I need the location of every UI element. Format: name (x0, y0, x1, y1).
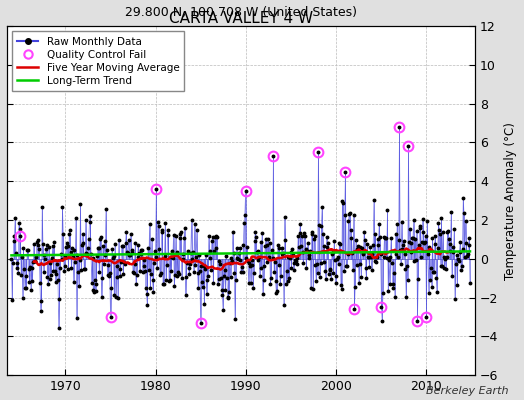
Title: CARTA VALLEY 4 W: CARTA VALLEY 4 W (169, 11, 313, 26)
Legend: Raw Monthly Data, Quality Control Fail, Five Year Moving Average, Long-Term Tren: Raw Monthly Data, Quality Control Fail, … (12, 31, 184, 91)
Y-axis label: Temperature Anomaly (°C): Temperature Anomaly (°C) (504, 122, 517, 280)
Text: 29.800 N, 100.708 W (United States): 29.800 N, 100.708 W (United States) (125, 6, 357, 19)
Text: Berkeley Earth: Berkeley Earth (426, 386, 508, 396)
